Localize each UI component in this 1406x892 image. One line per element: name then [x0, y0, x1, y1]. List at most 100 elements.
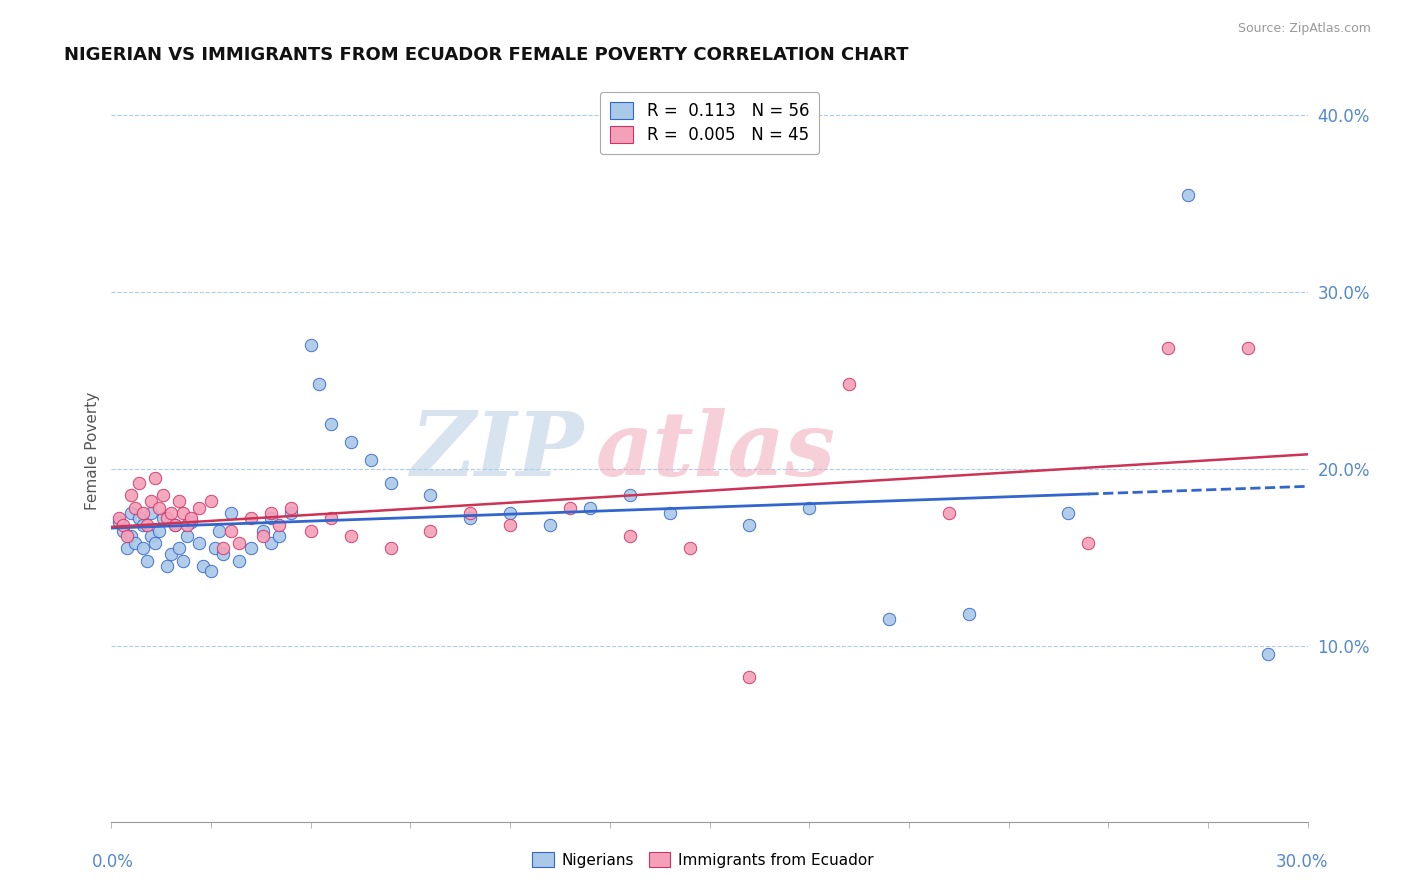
Point: [204, 541, 226, 556]
Point: [124, 500, 146, 515]
Point: [240, 541, 263, 556]
Point: [120, 529, 142, 543]
Point: [228, 554, 250, 568]
Point: [120, 506, 142, 520]
Point: [458, 506, 481, 520]
Point: [141, 529, 163, 543]
Point: [380, 475, 402, 490]
Point: [380, 541, 402, 556]
Point: [112, 518, 135, 533]
Point: [319, 511, 342, 525]
Point: [136, 518, 159, 533]
Point: [938, 506, 960, 520]
Point: [260, 511, 283, 525]
Point: [299, 524, 322, 538]
Point: [167, 493, 190, 508]
Point: [877, 612, 900, 626]
Point: [619, 529, 641, 543]
Point: [176, 518, 198, 533]
Point: [240, 511, 263, 525]
Point: [132, 518, 155, 533]
Point: [499, 518, 522, 533]
Point: [838, 376, 860, 391]
Point: [120, 488, 142, 502]
Point: [280, 506, 302, 520]
Point: [212, 541, 235, 556]
Point: [152, 488, 174, 502]
Point: [180, 515, 202, 529]
Point: [799, 500, 821, 515]
Point: [156, 511, 179, 525]
Point: [188, 500, 211, 515]
Point: [458, 511, 481, 525]
Point: [188, 536, 211, 550]
Point: [165, 518, 187, 533]
Point: [156, 558, 179, 573]
Point: [260, 536, 283, 550]
Point: [219, 506, 242, 520]
Point: [499, 506, 522, 520]
Text: atlas: atlas: [596, 408, 837, 494]
Point: [619, 488, 641, 502]
Point: [128, 511, 150, 525]
Point: [112, 524, 135, 538]
Point: [267, 518, 290, 533]
Point: [738, 518, 761, 533]
Point: [419, 524, 441, 538]
Point: [191, 558, 214, 573]
Point: [143, 470, 166, 484]
Point: [308, 376, 330, 391]
Point: [260, 506, 283, 520]
Point: [108, 511, 131, 525]
Point: [200, 493, 222, 508]
Point: [208, 524, 231, 538]
Point: [148, 500, 170, 515]
Point: [360, 453, 382, 467]
Point: [252, 524, 274, 538]
Legend: Nigerians, Immigrants from Ecuador: Nigerians, Immigrants from Ecuador: [526, 846, 880, 873]
Point: [172, 506, 194, 520]
Text: NIGERIAN VS IMMIGRANTS FROM ECUADOR FEMALE POVERTY CORRELATION CHART: NIGERIAN VS IMMIGRANTS FROM ECUADOR FEMA…: [63, 46, 908, 64]
Point: [579, 500, 602, 515]
Point: [108, 515, 131, 529]
Point: [136, 554, 159, 568]
Point: [228, 536, 250, 550]
Text: Source: ZipAtlas.com: Source: ZipAtlas.com: [1237, 22, 1371, 36]
Point: [141, 506, 163, 520]
Point: [1157, 342, 1180, 356]
Y-axis label: Female Poverty: Female Poverty: [86, 392, 100, 510]
Point: [212, 547, 235, 561]
Point: [176, 529, 198, 543]
Point: [1237, 342, 1260, 356]
Point: [658, 506, 681, 520]
Point: [299, 338, 322, 352]
Point: [167, 541, 190, 556]
Point: [339, 435, 361, 450]
Point: [180, 511, 202, 525]
Point: [128, 475, 150, 490]
Point: [252, 529, 274, 543]
Point: [558, 500, 581, 515]
Point: [678, 541, 700, 556]
Text: 30.0%: 30.0%: [1277, 853, 1329, 871]
Point: [1177, 187, 1199, 202]
Point: [160, 547, 183, 561]
Point: [957, 607, 980, 621]
Point: [132, 506, 155, 520]
Point: [219, 524, 242, 538]
Point: [117, 529, 139, 543]
Point: [339, 529, 361, 543]
Legend: R =  0.113   N = 56, R =  0.005   N = 45: R = 0.113 N = 56, R = 0.005 N = 45: [600, 92, 820, 154]
Point: [1057, 506, 1080, 520]
Point: [160, 506, 183, 520]
Point: [1257, 648, 1279, 662]
Point: [538, 518, 561, 533]
Point: [143, 536, 166, 550]
Point: [419, 488, 441, 502]
Point: [172, 554, 194, 568]
Point: [148, 524, 170, 538]
Point: [319, 417, 342, 432]
Point: [141, 493, 163, 508]
Point: [267, 529, 290, 543]
Point: [165, 518, 187, 533]
